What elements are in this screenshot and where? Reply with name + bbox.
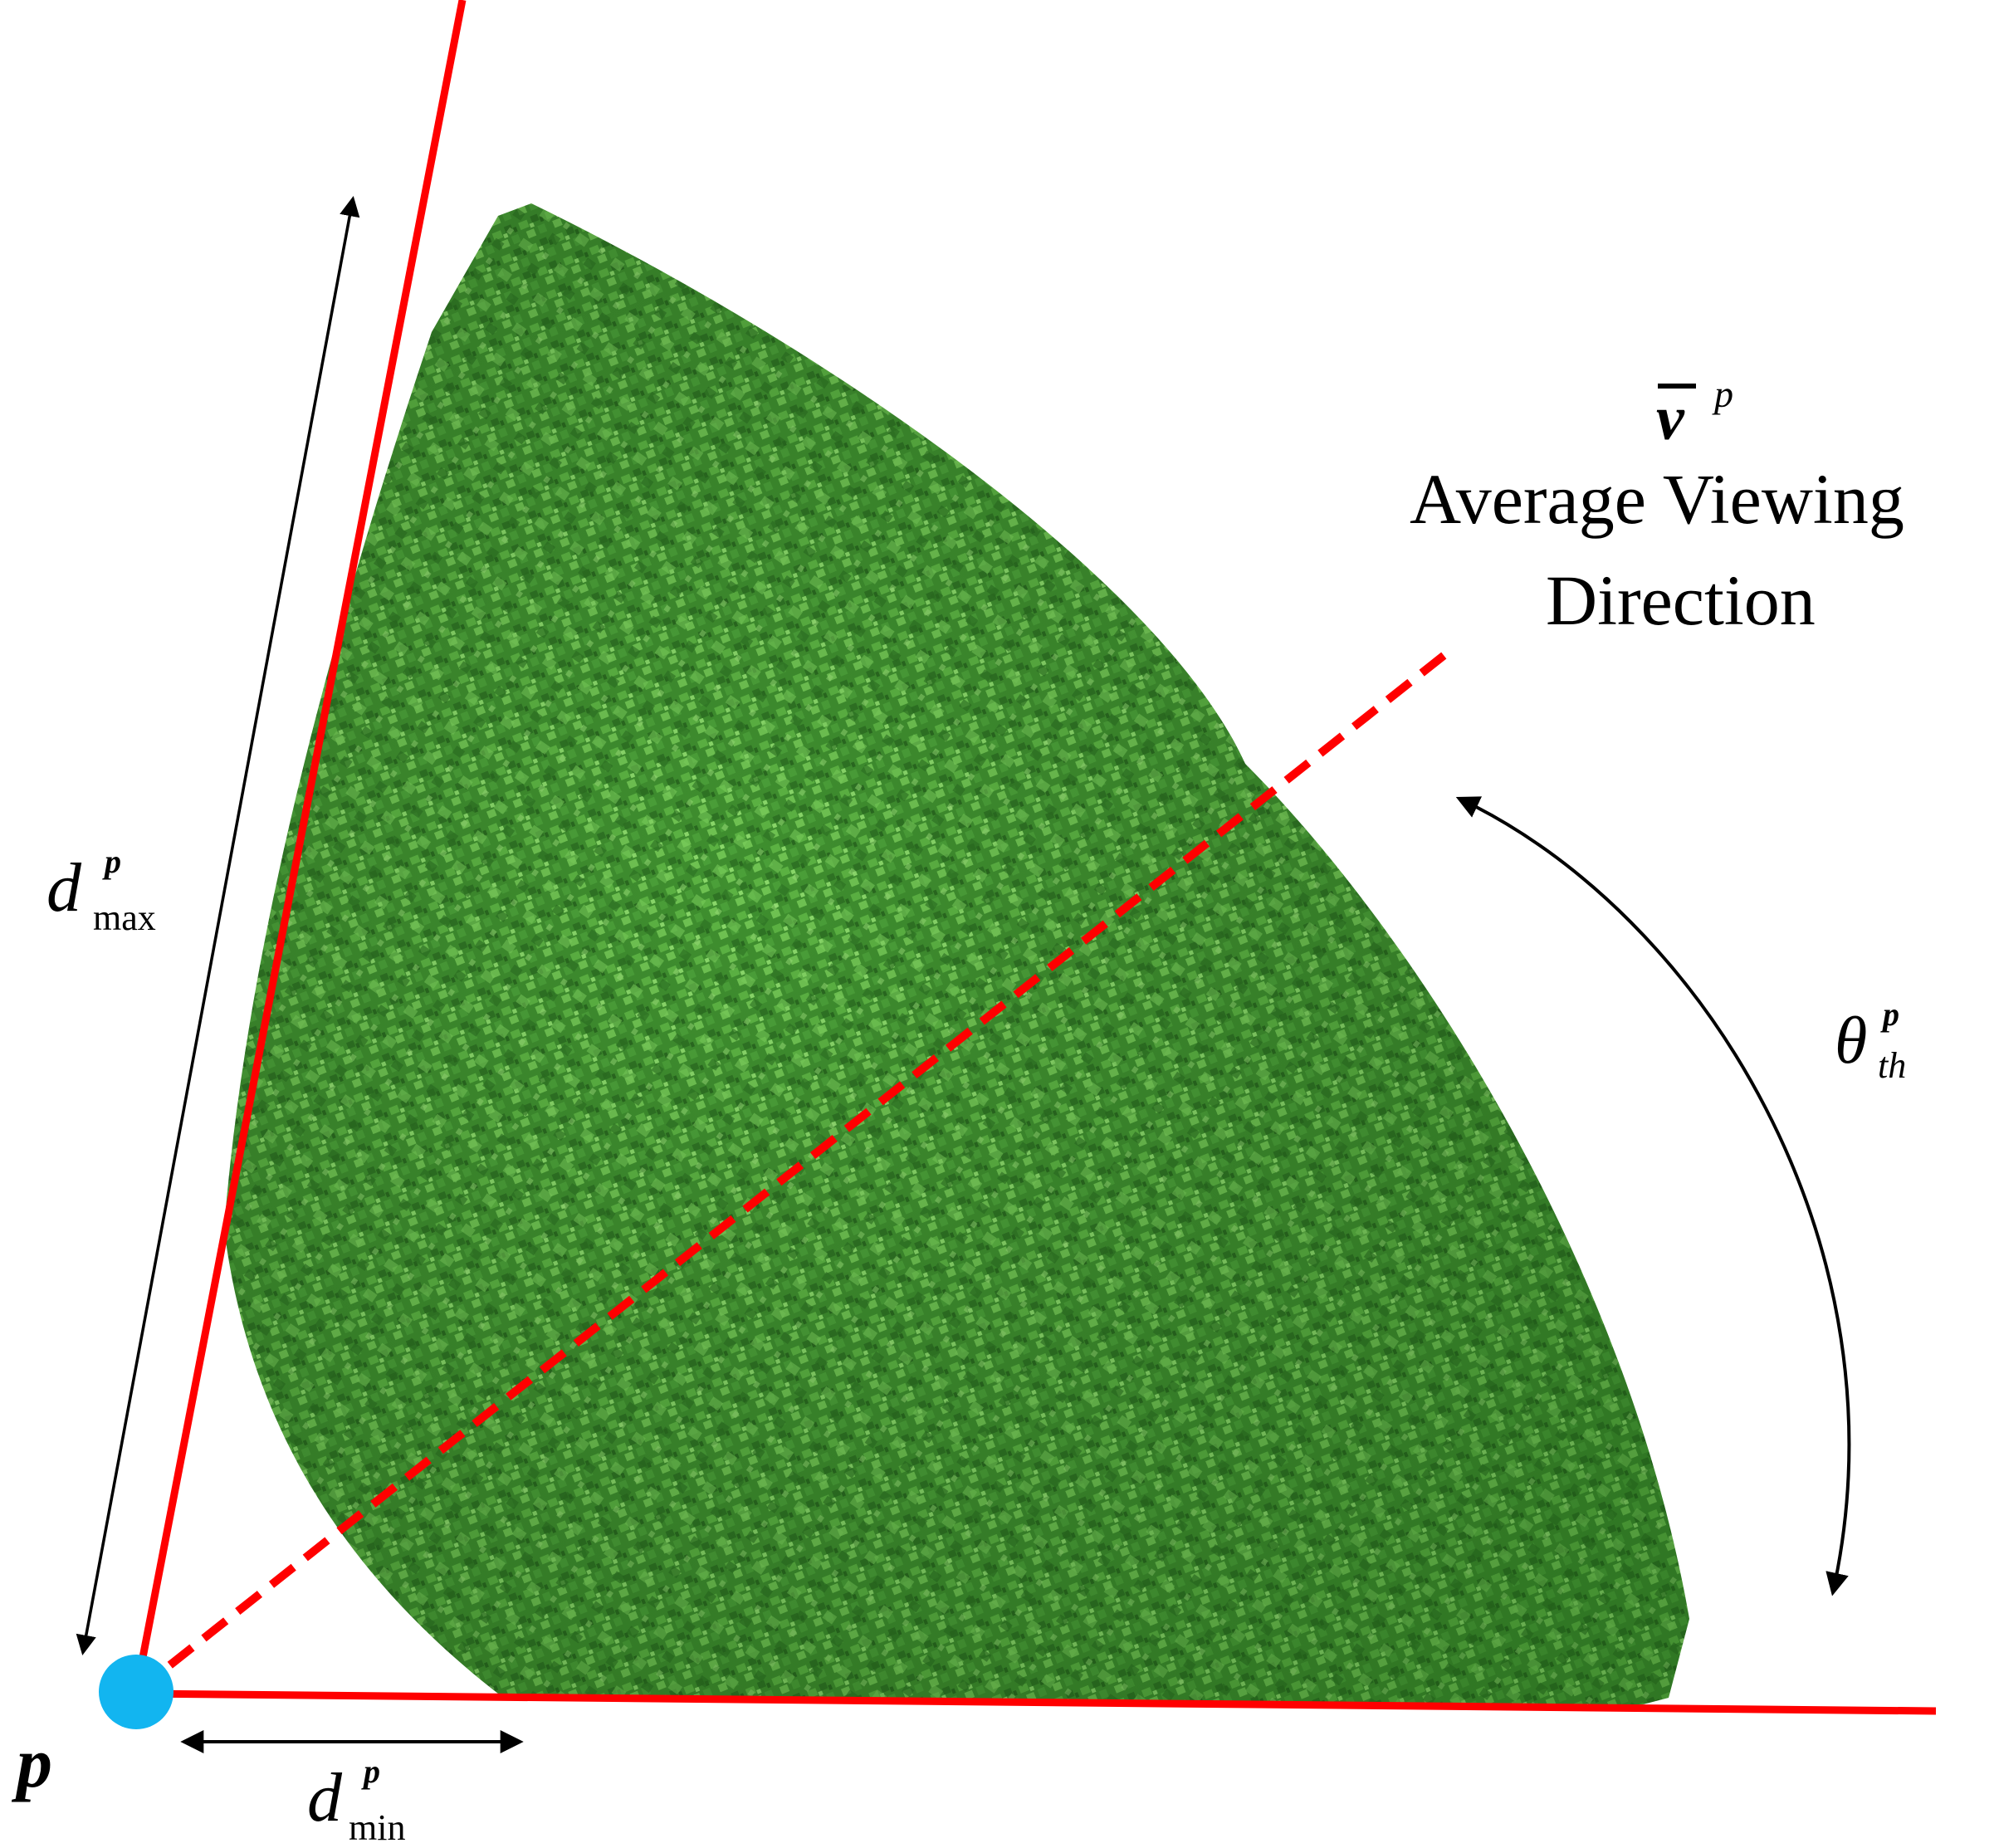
dmin-label: d p min — [307, 1752, 448, 1848]
overbar — [1658, 384, 1696, 389]
viewpoint-marker — [99, 1655, 174, 1729]
average-direction-symbol: v p — [1656, 373, 1756, 453]
direction-label: Direction — [1546, 560, 1816, 640]
dmax-arrow-icon — [76, 195, 360, 1656]
theta-arc-arrow-icon — [1455, 796, 1851, 1596]
dmin-subscript: min — [349, 1807, 406, 1848]
theta-base: θ — [1835, 1005, 1868, 1078]
visibility-volume — [224, 203, 1689, 1709]
theta-superscript: p — [1883, 995, 1899, 1033]
point-p-label: p — [17, 1723, 52, 1802]
dmax-superscript: p — [105, 843, 121, 880]
v-symbol: v — [1656, 384, 1684, 453]
dmax-base: d — [46, 849, 81, 926]
theta-subscript: th — [1878, 1045, 1907, 1086]
theta-label: θ p th — [1835, 995, 1959, 1094]
dmax-label: d p max — [46, 845, 188, 945]
average-viewing-label: Average Viewing — [1410, 459, 1904, 539]
v-superscript: p — [1714, 373, 1733, 415]
volume-shading — [224, 203, 1689, 1709]
dmin-base: d — [307, 1759, 342, 1836]
dmin-superscript: p — [364, 1753, 380, 1790]
cone-boundary-lower — [135, 1689, 1937, 1715]
dmax-subscript: max — [93, 897, 156, 938]
